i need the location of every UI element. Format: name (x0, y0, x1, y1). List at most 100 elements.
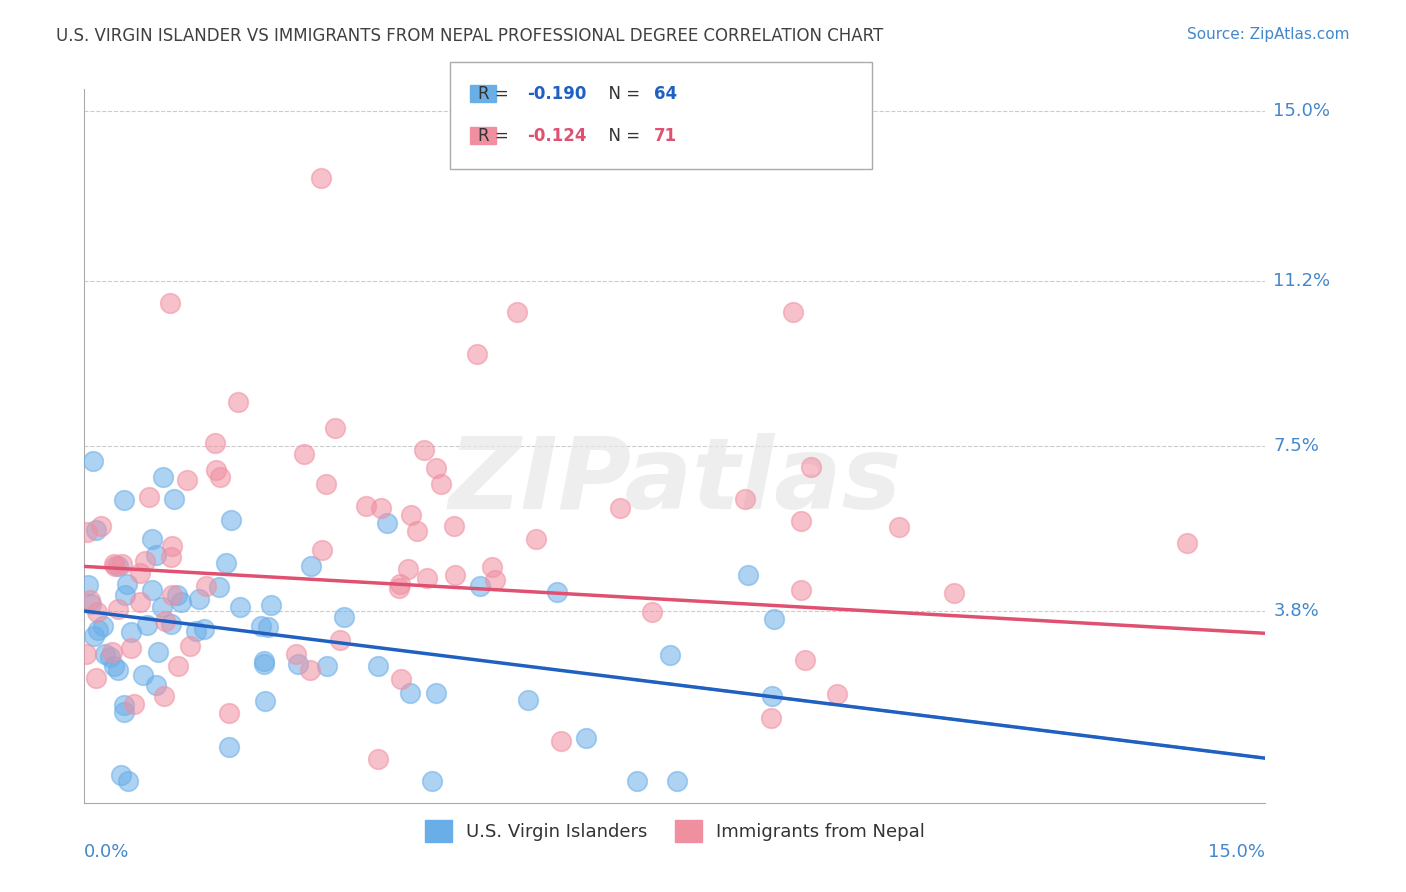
Text: N =: N = (598, 127, 645, 145)
Point (398, 686, 420, 700)
Point (425, 460, 447, 475)
Point (75, 647, 97, 661)
Point (83, 629, 105, 643)
Text: 64: 64 (654, 85, 676, 103)
Point (112, 698, 135, 712)
Point (155, 615, 177, 629)
Point (93, 647, 115, 661)
Point (253, 657, 276, 672)
Point (309, 171, 332, 186)
Point (388, 581, 411, 595)
Point (122, 697, 145, 711)
Point (120, 624, 142, 639)
Point (112, 705, 135, 719)
Point (370, 500, 392, 515)
Point (389, 672, 412, 686)
Point (179, 639, 201, 653)
Point (292, 447, 315, 461)
Point (389, 576, 412, 591)
Point (166, 588, 188, 602)
Point (323, 420, 346, 434)
Point (416, 571, 439, 585)
Point (141, 532, 163, 546)
Point (328, 633, 350, 648)
Point (76, 524, 98, 539)
Point (259, 598, 281, 612)
Legend: U.S. Virgin Islanders, Immigrants from Nepal: U.S. Virgin Islanders, Immigrants from N… (416, 811, 934, 851)
Point (399, 508, 422, 523)
Point (107, 559, 129, 574)
Point (84, 523, 107, 537)
Point (159, 296, 181, 310)
Point (887, 520, 910, 534)
Point (354, 499, 377, 513)
Point (79, 593, 101, 607)
Point (332, 610, 354, 624)
Text: 3.8%: 3.8% (1274, 602, 1319, 620)
Point (254, 694, 277, 708)
Point (641, 605, 664, 619)
Point (193, 622, 215, 636)
Point (77, 578, 100, 592)
Point (82, 454, 104, 468)
Point (86, 605, 108, 619)
Text: ZIPatlas: ZIPatlas (449, 434, 901, 530)
Point (516, 693, 538, 707)
Point (299, 558, 322, 573)
Point (285, 647, 308, 661)
Point (761, 711, 783, 725)
Point (734, 492, 756, 507)
Point (160, 539, 183, 553)
Text: 15.0%: 15.0% (1274, 103, 1330, 120)
Point (110, 768, 132, 782)
Point (111, 557, 134, 571)
Text: 71: 71 (654, 127, 676, 145)
Point (103, 659, 125, 673)
Point (103, 557, 125, 571)
Text: R =: R = (478, 127, 515, 145)
Point (420, 773, 443, 788)
Text: Source: ZipAtlas.com: Source: ZipAtlas.com (1187, 27, 1350, 42)
Point (942, 586, 965, 600)
Text: 7.5%: 7.5% (1274, 437, 1319, 455)
Point (141, 583, 163, 598)
Point (413, 443, 436, 458)
Point (575, 731, 598, 745)
Point (315, 477, 337, 491)
Point (167, 658, 190, 673)
Point (253, 654, 276, 668)
Point (430, 477, 453, 491)
Point (90, 518, 112, 533)
Point (86, 624, 108, 638)
Text: R =: R = (478, 85, 515, 103)
Point (138, 491, 160, 505)
Point (145, 678, 167, 692)
Point (117, 773, 139, 788)
Point (160, 588, 183, 602)
Point (396, 561, 419, 575)
Point (208, 580, 231, 594)
Point (163, 491, 186, 506)
Point (546, 585, 568, 599)
Point (367, 659, 389, 673)
Point (425, 686, 447, 700)
Point (790, 515, 813, 529)
Point (524, 533, 547, 547)
Point (658, 648, 681, 663)
Point (134, 554, 156, 568)
Point (91, 619, 114, 633)
Point (104, 558, 127, 573)
Point (128, 595, 150, 609)
Point (204, 463, 226, 477)
Point (107, 602, 129, 616)
Point (367, 751, 389, 765)
Point (229, 599, 252, 614)
Point (257, 619, 280, 633)
Point (218, 739, 240, 754)
Point (117, 577, 139, 591)
Point (159, 549, 181, 564)
Point (84, 671, 107, 685)
Text: 0.0%: 0.0% (84, 843, 129, 861)
Point (299, 663, 322, 677)
Point (208, 470, 231, 484)
